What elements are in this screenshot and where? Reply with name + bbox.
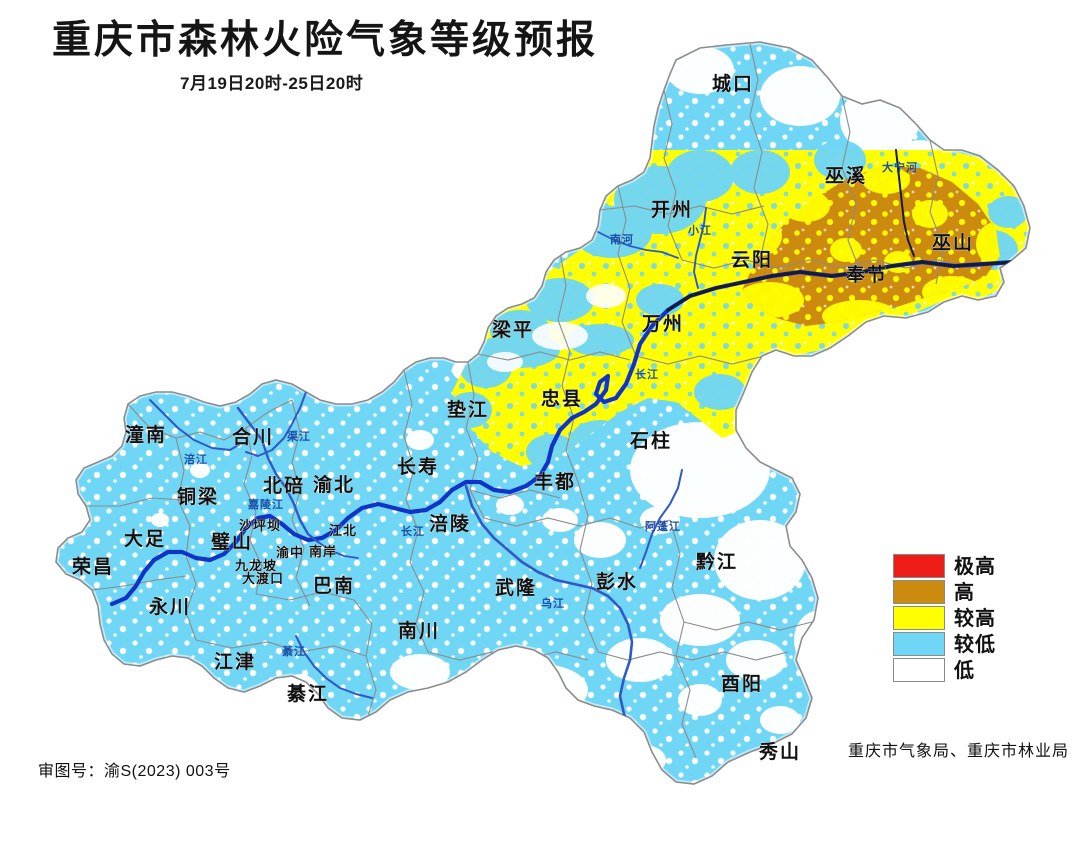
county-label: 璧山 xyxy=(211,530,253,553)
county-label: 奉节 xyxy=(845,263,888,286)
river-label: 南河 xyxy=(610,232,634,246)
river-label: 小江 xyxy=(687,223,712,237)
legend-item-2[interactable]: 较高 xyxy=(893,605,996,631)
river-label: 綦江 xyxy=(281,644,306,658)
river-label: 乌江 xyxy=(541,596,565,610)
county-label: 渝北 xyxy=(313,473,355,496)
legend-swatch xyxy=(893,554,945,578)
fujiang-river xyxy=(149,399,241,451)
river-label: 长江 xyxy=(635,367,659,381)
county-label: 秀山 xyxy=(758,741,801,763)
county-label: 石柱 xyxy=(629,429,672,452)
legend-swatch xyxy=(893,580,945,604)
xiaojiang-river xyxy=(693,207,707,289)
county-label: 铜梁 xyxy=(177,485,219,508)
wujiang-river xyxy=(464,484,634,732)
county-label: 开州 xyxy=(651,199,693,221)
apeng-river xyxy=(639,469,683,569)
county-label: 九龙坡 xyxy=(234,558,277,574)
county-label: 江津 xyxy=(214,650,256,673)
legend-label: 较高 xyxy=(954,606,996,630)
county-label: 酉阳 xyxy=(721,673,763,695)
county-label: 大渡口 xyxy=(242,571,284,587)
county-label: 梁平 xyxy=(491,318,534,341)
county-label: 北碚 xyxy=(263,474,305,497)
county-label: 南川 xyxy=(398,620,440,642)
county-label: 武隆 xyxy=(495,576,537,599)
page-title: 重庆市森林火险气象等级预报 xyxy=(52,17,599,63)
title-block: 重庆市森林火险气象等级预报 7月19日20时-25日20时 xyxy=(52,18,672,94)
daninghe-river xyxy=(895,149,915,257)
river-label: 嘉陵江 xyxy=(247,497,284,511)
nanhe-river xyxy=(597,231,679,259)
county-label: 忠县 xyxy=(541,388,583,410)
county-label: 渝中 xyxy=(276,545,304,561)
legend-item-3[interactable]: 较低 xyxy=(893,631,996,657)
river-label: 阿蓬江 xyxy=(645,519,681,533)
review-number: 审图号：渝S(2023) 003号 xyxy=(38,763,231,780)
legend-label: 极高 xyxy=(954,554,996,578)
county-label: 合川 xyxy=(232,425,274,448)
county-label: 万州 xyxy=(641,313,684,335)
county-label: 南岸 xyxy=(309,544,337,560)
legend-swatch xyxy=(893,658,945,682)
municipality-outline xyxy=(55,41,1031,785)
county-label: 荣昌 xyxy=(71,555,114,578)
county-label: 沙坪坝 xyxy=(239,519,281,534)
risk-legend: 极高高较高 较低低 xyxy=(893,553,996,683)
county-label: 巫溪 xyxy=(825,165,867,187)
metro-tributary xyxy=(317,541,359,559)
legend-label: 低 xyxy=(954,658,975,682)
legend-item-4[interactable]: 低 xyxy=(893,657,996,683)
county-label: 巴南 xyxy=(313,575,355,597)
issuer-credit: 重庆市气象局、重庆市林业局 xyxy=(848,741,1070,760)
county-label: 黔江 xyxy=(696,550,738,573)
qijiang-river xyxy=(295,635,373,699)
river-label: 渠江 xyxy=(287,429,311,443)
river-label: 涪江 xyxy=(184,452,208,466)
county-label: 巫山 xyxy=(932,232,974,254)
county-label: 彭水 xyxy=(596,570,638,593)
legend-label: 高 xyxy=(954,580,975,604)
yangtze-river-east xyxy=(666,260,1016,312)
qujiang-river xyxy=(245,391,307,457)
county-label: 涪陵 xyxy=(429,512,471,535)
county-label: 长寿 xyxy=(397,455,439,478)
river-label: 大宁河 xyxy=(882,160,918,174)
county-label: 城口 xyxy=(712,72,754,95)
legend-label: 较低 xyxy=(954,632,996,656)
legend-swatch xyxy=(893,606,945,630)
county-label: 垫江 xyxy=(447,399,489,421)
county-label: 綦江 xyxy=(286,682,329,705)
jialing-river xyxy=(236,406,320,544)
county-label: 潼南 xyxy=(125,423,167,446)
legend-swatch xyxy=(893,632,945,656)
county-label: 丰都 xyxy=(534,470,576,493)
county-label: 云阳 xyxy=(731,249,773,271)
forecast-period: 7月19日20时-25日20时 xyxy=(180,73,364,93)
river-label: 长江 xyxy=(401,524,425,538)
county-label: 永川 xyxy=(148,595,191,618)
legend-item-0[interactable]: 极高 xyxy=(893,553,996,579)
river-network xyxy=(109,149,1017,732)
legend-item-1[interactable]: 高 xyxy=(893,579,996,605)
county-label: 大足 xyxy=(124,527,166,550)
county-label: 江北 xyxy=(329,523,357,539)
